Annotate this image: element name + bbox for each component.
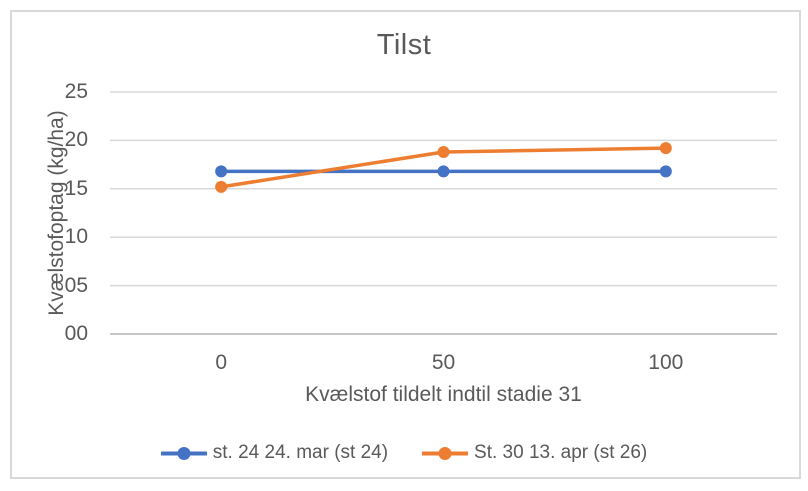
legend-marker-icon — [160, 446, 207, 460]
x-tick-label: 50 — [431, 351, 456, 374]
data-point-marker — [437, 165, 450, 178]
legend-marker-icon — [422, 446, 469, 460]
data-point-marker — [215, 180, 228, 193]
x-tick-label: 100 — [648, 351, 684, 374]
y-tick-label: 20 — [64, 128, 88, 152]
y-tick-label: 10 — [64, 225, 88, 249]
legend-item-label: St. 30 13. apr (st 26) — [474, 442, 648, 463]
data-point-marker — [659, 165, 672, 178]
y-tick-label: 15 — [64, 176, 88, 200]
chart-title: Tilst — [376, 29, 432, 61]
legend-item: St. 30 13. apr (st 26) — [422, 440, 647, 466]
legend-item: st. 24 24. mar (st 24) — [160, 440, 389, 466]
y-tick-label: 00 — [64, 322, 88, 345]
y-tick-label: 05 — [64, 273, 88, 297]
chart-border — [10, 10, 801, 479]
y-axis-title: Kvælstofoptag (kg/ha) — [45, 110, 68, 316]
x-axis-title: Kvælstof tildelt indtil stadie 31 — [305, 383, 582, 406]
x-tick-label: 0 — [215, 351, 227, 374]
y-tick-label: 25 — [64, 80, 88, 103]
data-point-marker — [659, 142, 672, 155]
legend-item-label: st. 24 24. mar (st 24) — [212, 442, 389, 463]
legend: st. 24 24. mar (st 24) St. 30 13. apr (st… — [0, 440, 808, 466]
data-point-marker — [215, 165, 228, 178]
data-point-marker — [437, 146, 450, 159]
